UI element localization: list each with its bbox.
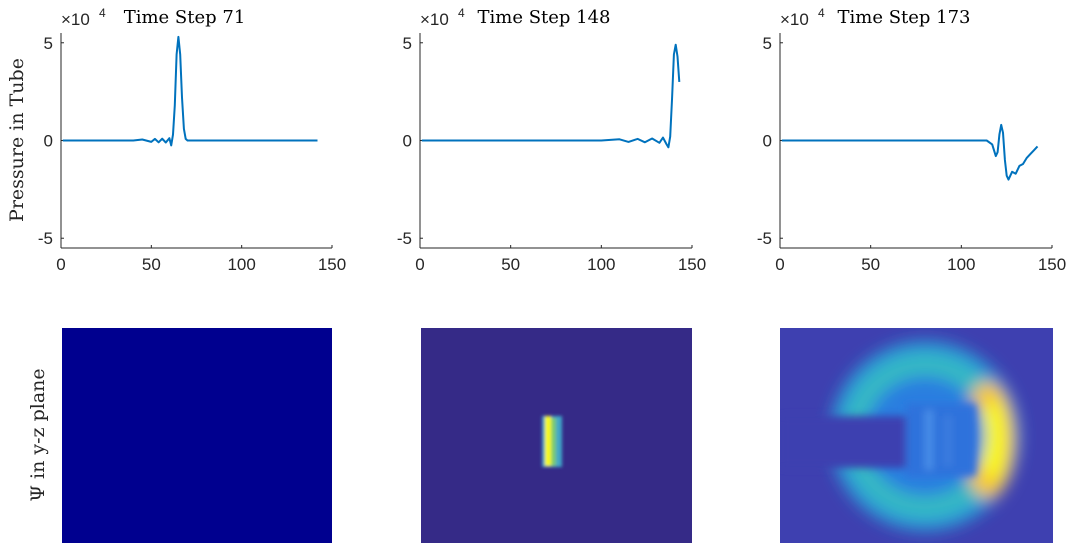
y-tick-label: -5 [38, 229, 53, 248]
x-tick-label: 50 [501, 255, 520, 274]
heatmap-panel-1 [62, 328, 332, 543]
chart-title: Time Step 148 [477, 7, 610, 28]
heatmap-tube-region [780, 404, 976, 476]
series-line [62, 35, 318, 147]
y-exponent-power: 4 [99, 6, 106, 20]
heatmap-slab [542, 416, 562, 467]
chart-title: Time Step 173 [837, 7, 970, 28]
x-tick-label: 150 [678, 255, 706, 274]
heatmap-field-1 [62, 328, 332, 543]
series-line [421, 43, 681, 149]
x-tick-label: 0 [415, 255, 424, 274]
x-tick-label: 0 [775, 255, 784, 274]
y-tick-label: 0 [44, 132, 53, 151]
chart-title: Time Step 71 [124, 7, 246, 28]
y-tick-label: -5 [757, 229, 772, 248]
y-tick-label: 0 [763, 132, 772, 151]
x-tick-label: 100 [587, 255, 615, 274]
y-exponent-power: 4 [458, 6, 465, 20]
x-tick-label: 0 [56, 255, 65, 274]
y-exponent-label: ×10 [420, 10, 449, 29]
y-exponent-label: ×10 [61, 10, 90, 29]
x-tick-label: 150 [1038, 255, 1066, 274]
x-tick-label: 50 [142, 255, 161, 274]
y-exponent-label: ×10 [780, 10, 809, 29]
y-tick-label: 5 [403, 34, 412, 53]
y-exponent-power: 4 [818, 6, 825, 20]
heatmap-panel-3 [780, 328, 1053, 543]
y-tick-label: 5 [763, 34, 772, 53]
x-tick-label: 100 [947, 255, 975, 274]
x-tick-label: 150 [318, 255, 346, 274]
heatmap-panel-2 [421, 328, 692, 543]
y-tick-label: -5 [397, 229, 412, 248]
x-tick-label: 50 [861, 255, 880, 274]
x-tick-label: 100 [227, 255, 255, 274]
y-tick-label: 5 [44, 34, 53, 53]
y-tick-label: 0 [403, 132, 412, 151]
series-line [781, 123, 1039, 181]
row-label-psi: Ψ in y-z plane [27, 368, 49, 501]
row-label-pressure: Pressure in Tube [6, 58, 28, 222]
